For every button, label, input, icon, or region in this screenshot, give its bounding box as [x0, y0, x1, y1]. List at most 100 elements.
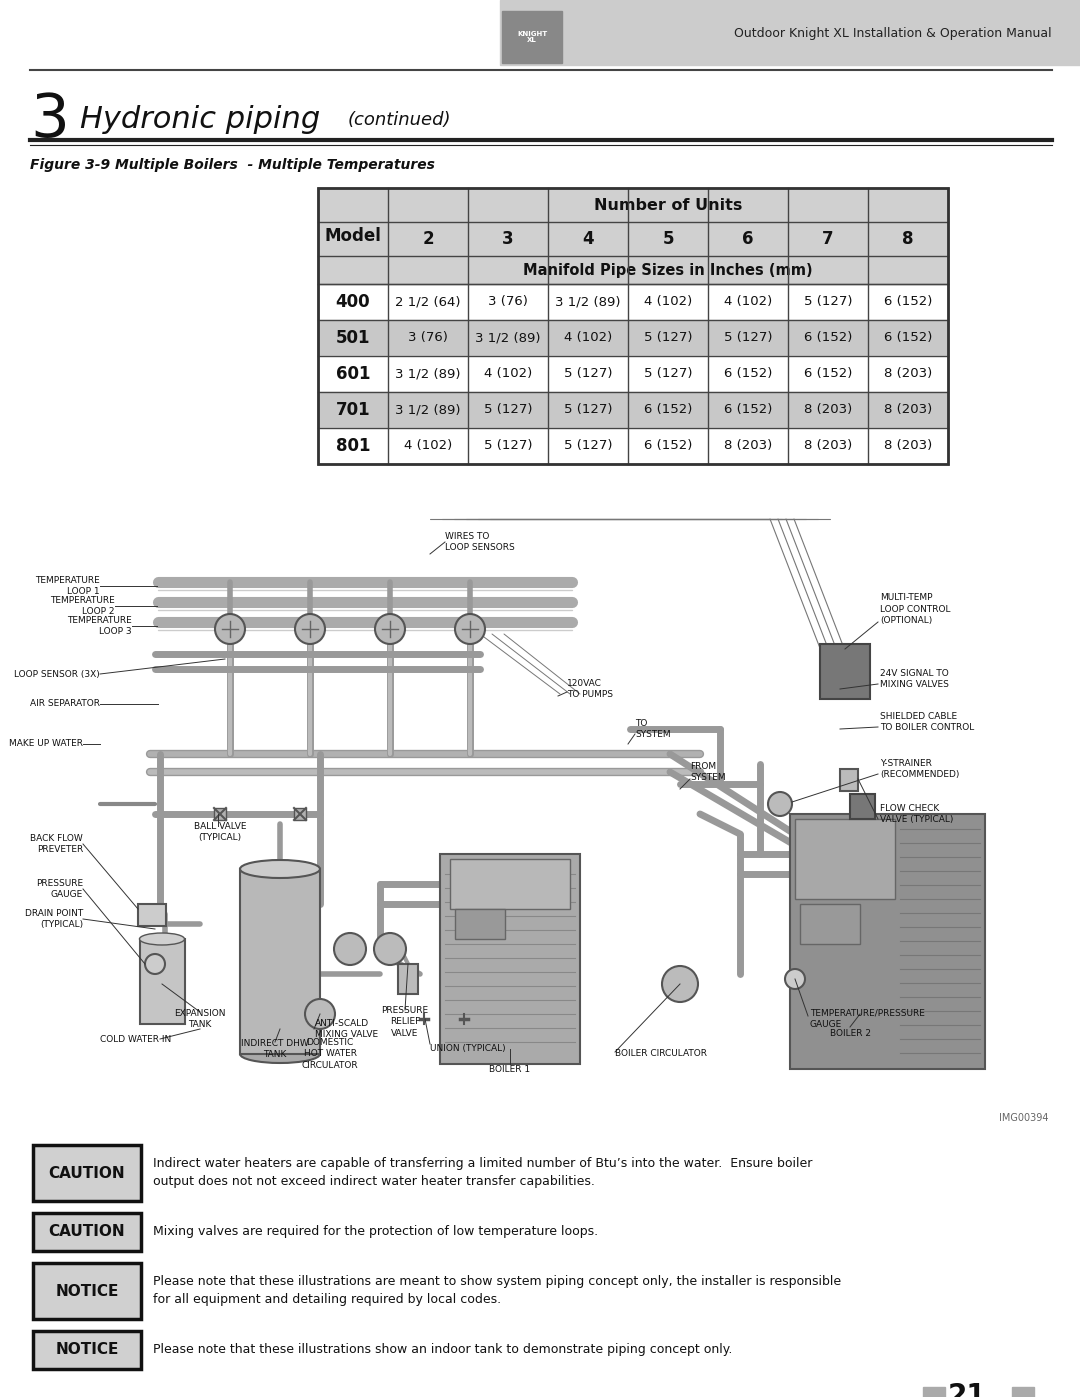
Bar — [923, 1387, 945, 1397]
Text: Please note that these illustrations are meant to show system piping concept onl: Please note that these illustrations are… — [153, 1275, 841, 1306]
Text: 6: 6 — [742, 231, 754, 249]
Text: 24V SIGNAL TO
MIXING VALVES: 24V SIGNAL TO MIXING VALVES — [880, 669, 949, 689]
Circle shape — [662, 965, 698, 1002]
Text: 3 (76): 3 (76) — [488, 296, 528, 309]
Bar — [318, 320, 388, 356]
Text: INDIRECT DHW
TANK: INDIRECT DHW TANK — [241, 1039, 309, 1059]
Bar — [868, 356, 948, 393]
Circle shape — [305, 999, 335, 1030]
Text: UNION (TYPICAL): UNION (TYPICAL) — [430, 1045, 505, 1053]
Text: EXPANSION
TANK: EXPANSION TANK — [174, 1009, 226, 1030]
Circle shape — [768, 792, 792, 816]
Text: 3: 3 — [30, 91, 69, 149]
Text: Y-STRAINER
(RECOMMENDED): Y-STRAINER (RECOMMENDED) — [880, 759, 959, 780]
Text: 3 1/2 (89): 3 1/2 (89) — [555, 296, 621, 309]
Bar — [868, 393, 948, 427]
Text: 6 (152): 6 (152) — [724, 404, 772, 416]
Circle shape — [374, 933, 406, 965]
Text: 5 (127): 5 (127) — [644, 367, 692, 380]
Bar — [318, 189, 948, 464]
Text: AIR SEPARATOR: AIR SEPARATOR — [30, 700, 100, 708]
Text: 3: 3 — [502, 231, 514, 249]
Text: Mixing valves are required for the protection of low temperature loops.: Mixing valves are required for the prote… — [153, 1225, 598, 1239]
Text: 2 1/2 (64): 2 1/2 (64) — [395, 296, 461, 309]
Bar — [627, 320, 708, 356]
Text: 701: 701 — [336, 401, 370, 419]
Text: 5 (127): 5 (127) — [564, 404, 612, 416]
Bar — [138, 904, 166, 926]
Bar — [840, 768, 858, 791]
Bar — [388, 356, 468, 393]
Bar — [318, 393, 388, 427]
Text: 5 (127): 5 (127) — [484, 440, 532, 453]
Bar — [468, 356, 548, 393]
Bar — [318, 356, 388, 393]
Ellipse shape — [240, 1045, 320, 1063]
Text: 21: 21 — [947, 1382, 986, 1397]
Text: CAUTION: CAUTION — [49, 1225, 125, 1239]
Text: 601: 601 — [336, 365, 370, 383]
Bar — [0, 474, 1080, 1130]
Text: 8 (203): 8 (203) — [804, 404, 852, 416]
Ellipse shape — [139, 933, 185, 944]
Circle shape — [375, 615, 405, 644]
Bar — [318, 427, 388, 464]
Text: TEMPERATURE
LOOP 3: TEMPERATURE LOOP 3 — [67, 616, 132, 636]
Text: Hydronic piping: Hydronic piping — [80, 106, 321, 134]
Bar — [788, 222, 868, 256]
Text: 6 (152): 6 (152) — [804, 367, 852, 380]
Text: 5 (127): 5 (127) — [724, 331, 772, 345]
Circle shape — [145, 954, 165, 974]
Text: FROM
SYSTEM: FROM SYSTEM — [690, 761, 726, 782]
Text: 4 (102): 4 (102) — [644, 296, 692, 309]
Bar — [33, 1213, 141, 1250]
Text: 3 1/2 (89): 3 1/2 (89) — [395, 404, 461, 416]
Text: 8 (203): 8 (203) — [883, 440, 932, 453]
Text: 5: 5 — [662, 231, 674, 249]
Bar — [627, 356, 708, 393]
Text: TO
SYSTEM: TO SYSTEM — [635, 719, 671, 739]
Text: TEMPERATURE
LOOP 1: TEMPERATURE LOOP 1 — [36, 576, 100, 597]
Bar — [548, 320, 627, 356]
Text: Figure 3-9 Multiple Boilers  - Multiple Temperatures: Figure 3-9 Multiple Boilers - Multiple T… — [30, 158, 435, 172]
Text: PRESSURE
RELIEF
VALVE: PRESSURE RELIEF VALVE — [381, 1006, 429, 1038]
Text: Outdoor Knight XL Installation & Operation Manual: Outdoor Knight XL Installation & Operati… — [734, 27, 1052, 39]
Text: 5 (127): 5 (127) — [644, 331, 692, 345]
Bar — [627, 222, 708, 256]
Text: BOILER 1: BOILER 1 — [489, 1065, 530, 1073]
Bar — [788, 393, 868, 427]
Bar — [868, 284, 948, 320]
Bar — [868, 222, 948, 256]
Bar — [788, 356, 868, 393]
Text: TEMPERATURE/PRESSURE
GAUGE: TEMPERATURE/PRESSURE GAUGE — [810, 1009, 924, 1030]
Bar — [548, 393, 627, 427]
Bar — [788, 427, 868, 464]
Text: FLOW CHECK
VALVE (TYPICAL): FLOW CHECK VALVE (TYPICAL) — [880, 803, 954, 824]
Bar — [318, 284, 388, 320]
Text: NOTICE: NOTICE — [55, 1343, 119, 1358]
Text: 5 (127): 5 (127) — [564, 367, 612, 380]
Text: 6 (152): 6 (152) — [644, 404, 692, 416]
Text: COLD WATER IN: COLD WATER IN — [100, 1035, 172, 1044]
Text: 3 1/2 (89): 3 1/2 (89) — [395, 367, 461, 380]
Bar — [294, 807, 306, 820]
Text: WIRES TO
LOOP SENSORS: WIRES TO LOOP SENSORS — [445, 532, 515, 552]
Ellipse shape — [240, 861, 320, 877]
Bar — [868, 320, 948, 356]
Bar — [820, 644, 870, 698]
Text: 5 (127): 5 (127) — [484, 404, 532, 416]
Text: Number of Units: Number of Units — [594, 197, 742, 212]
Bar — [468, 222, 548, 256]
Text: 5 (127): 5 (127) — [564, 440, 612, 453]
Bar — [788, 320, 868, 356]
Text: 501: 501 — [336, 330, 370, 346]
Bar — [388, 393, 468, 427]
Text: 6 (152): 6 (152) — [804, 331, 852, 345]
Bar — [455, 909, 505, 939]
Bar — [708, 284, 788, 320]
Bar — [850, 793, 875, 819]
Bar — [468, 427, 548, 464]
Text: TEMPERATURE
LOOP 2: TEMPERATURE LOOP 2 — [51, 597, 114, 616]
Bar — [388, 222, 468, 256]
Text: MAKE UP WATER: MAKE UP WATER — [9, 739, 83, 749]
